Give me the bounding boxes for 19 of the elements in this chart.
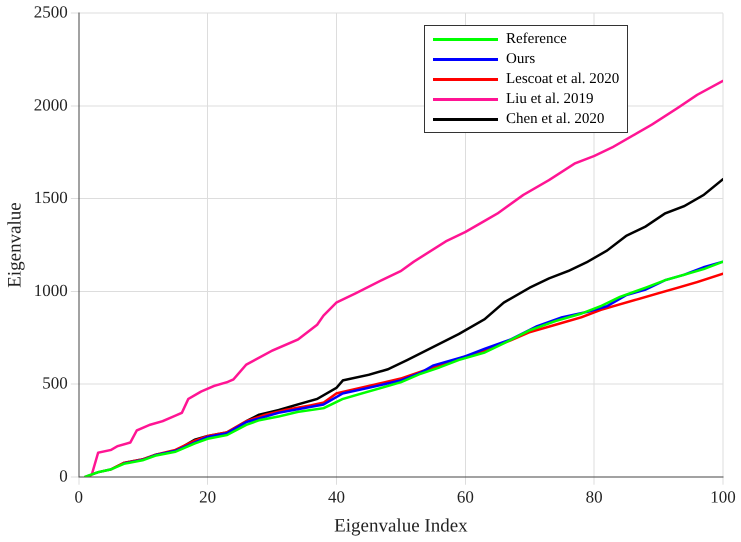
y-tick-label: 1000 (34, 280, 68, 300)
x-axis-title: Eigenvalue Index (334, 516, 468, 537)
y-axis-title: Eigenvalue (4, 202, 26, 288)
y-tick-label: 0 (59, 466, 68, 486)
legend-label: Reference (506, 31, 567, 48)
x-tick-label: 40 (328, 487, 345, 506)
y-tick-label: 2500 (34, 2, 68, 22)
x-tick-label: 100 (710, 487, 736, 506)
y-tick-label: 2000 (34, 95, 68, 114)
legend-label: Liu et al. 2019 (506, 91, 594, 108)
x-tick-label: 0 (74, 487, 84, 506)
legend-label: Chen et al. 2020 (506, 111, 604, 128)
x-tick-label: 20 (199, 487, 216, 506)
y-tick-label: 500 (42, 374, 68, 393)
x-tick-label: 80 (586, 487, 603, 506)
legend-label: Ours (506, 51, 536, 68)
x-tick-label: 60 (456, 487, 474, 506)
legend-label: Lescoat et al. 2020 (506, 71, 620, 88)
y-tick-label: 1500 (34, 188, 68, 208)
